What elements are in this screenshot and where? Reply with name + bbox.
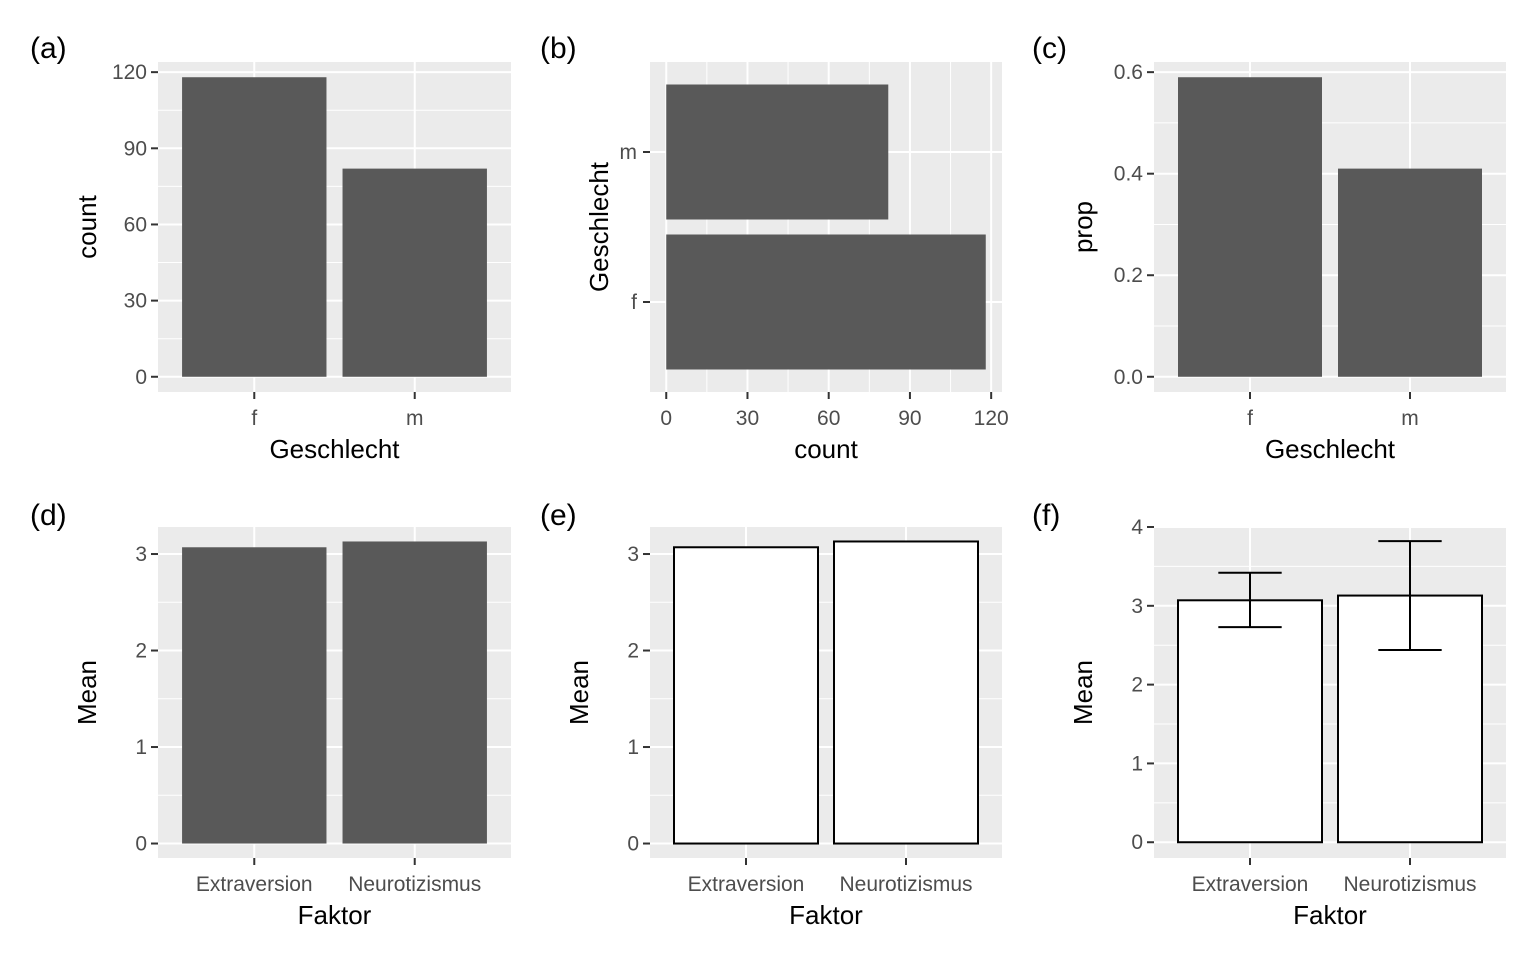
panel-f: (f) 0 1 2 3 4 Extraversion Neurotizismus Faktor M… bbox=[1032, 499, 1506, 930]
bar bbox=[182, 77, 327, 377]
x-tick-label: m bbox=[1401, 407, 1419, 430]
bar bbox=[666, 84, 889, 220]
y-axis-title: prop bbox=[1068, 201, 1098, 253]
panel-label: (f) bbox=[1032, 499, 1060, 532]
y-tick-label: 0.2 bbox=[1114, 264, 1143, 287]
y-axis-title: Mean bbox=[72, 660, 102, 725]
y-tick-label: f bbox=[631, 291, 637, 314]
bar bbox=[342, 168, 487, 377]
y-tick-label: 4 bbox=[1131, 516, 1143, 539]
y-axis-title: Geschlecht bbox=[584, 161, 614, 292]
panel-label: (c) bbox=[1032, 32, 1067, 65]
y-axis-title: Mean bbox=[1068, 660, 1098, 725]
x-tick-label: 0 bbox=[660, 407, 672, 430]
y-tick-label: 60 bbox=[124, 213, 147, 236]
y-tick-label: 3 bbox=[627, 543, 639, 566]
y-tick-label: 0 bbox=[135, 833, 147, 856]
y-tick-label: m bbox=[620, 141, 638, 164]
y-tick-label: 1 bbox=[1131, 752, 1143, 775]
x-tick-label: 60 bbox=[817, 407, 840, 430]
x-tick-label: Extraversion bbox=[196, 873, 313, 896]
y-tick-label: 0 bbox=[135, 366, 147, 389]
y-tick-label: 0.6 bbox=[1114, 61, 1143, 84]
panel-a: (a) 0 30 60 90 120 f m Geschlecht count bbox=[30, 32, 511, 464]
y-axis-title: count bbox=[72, 194, 102, 258]
x-axis-title: count bbox=[794, 434, 858, 464]
bar bbox=[182, 547, 327, 844]
panel-label: (a) bbox=[30, 32, 67, 65]
x-axis-title: Faktor bbox=[298, 900, 372, 930]
x-tick-label: Neurotizismus bbox=[839, 873, 972, 896]
x-axis-title: Faktor bbox=[789, 900, 863, 930]
bar bbox=[1177, 599, 1323, 844]
bar bbox=[342, 541, 487, 844]
bar bbox=[833, 540, 979, 845]
y-tick-label: 3 bbox=[1131, 595, 1143, 618]
panel-d: (d) 0 1 2 3 Extraversion Neurotizismus Faktor Me… bbox=[30, 499, 511, 930]
bar bbox=[673, 546, 819, 845]
panel-label: (d) bbox=[30, 499, 67, 532]
panel-label: (b) bbox=[540, 32, 577, 65]
panel-label: (e) bbox=[540, 499, 577, 532]
bar bbox=[666, 234, 986, 370]
x-tick-label: f bbox=[251, 407, 257, 430]
y-axis-title: Mean bbox=[564, 660, 594, 725]
y-tick-label: 0.0 bbox=[1114, 366, 1143, 389]
y-tick-label: 0 bbox=[1131, 831, 1143, 854]
y-tick-label: 30 bbox=[124, 290, 147, 313]
y-tick-label: 2 bbox=[135, 640, 147, 663]
x-tick-label: 30 bbox=[736, 407, 759, 430]
x-tick-label: Neurotizismus bbox=[1343, 873, 1476, 896]
y-tick-label: 0 bbox=[627, 833, 639, 856]
y-tick-label: 1 bbox=[135, 736, 147, 759]
x-tick-label: m bbox=[406, 407, 424, 430]
x-tick-label: Neurotizismus bbox=[348, 873, 481, 896]
x-axis-title: Faktor bbox=[1293, 900, 1367, 930]
x-axis-title: Geschlecht bbox=[269, 434, 400, 464]
x-tick-label: Extraversion bbox=[1192, 873, 1309, 896]
y-tick-label: 2 bbox=[1131, 674, 1143, 697]
bar bbox=[1178, 77, 1322, 377]
panel-b: (b) 0 30 60 90 120 f m count Geschlecht bbox=[540, 32, 1009, 464]
x-axis-title: Geschlecht bbox=[1265, 434, 1396, 464]
bar bbox=[1338, 168, 1482, 377]
y-tick-label: 120 bbox=[112, 61, 147, 84]
x-tick-label: 90 bbox=[898, 407, 921, 430]
x-tick-label: Extraversion bbox=[688, 873, 805, 896]
x-tick-label: f bbox=[1247, 407, 1253, 430]
y-tick-label: 1 bbox=[627, 736, 639, 759]
y-tick-label: 0.4 bbox=[1114, 163, 1144, 186]
y-tick-label: 3 bbox=[135, 543, 147, 566]
panel-e: (e) 0 1 2 3 Extraversion Neurotizismus Faktor Me… bbox=[540, 499, 1002, 930]
y-tick-label: 90 bbox=[124, 137, 147, 160]
y-tick-label: 2 bbox=[627, 640, 639, 663]
x-tick-label: 120 bbox=[974, 407, 1009, 430]
